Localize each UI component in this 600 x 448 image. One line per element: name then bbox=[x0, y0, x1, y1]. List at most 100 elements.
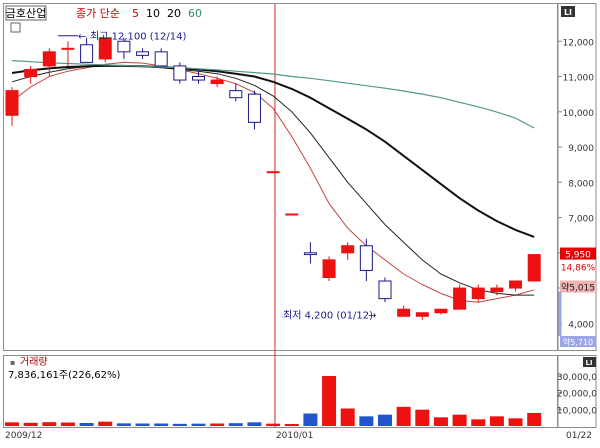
volume-bar bbox=[154, 423, 169, 426]
volume-bar bbox=[5, 422, 19, 426]
candle-body bbox=[5, 90, 19, 116]
volume-bar bbox=[116, 423, 131, 426]
volume-bar bbox=[508, 418, 523, 426]
candle-body bbox=[247, 93, 261, 123]
ma-period-labels: 5 10 20 60 bbox=[132, 7, 202, 20]
candle-body bbox=[98, 37, 112, 60]
candle-body bbox=[490, 287, 504, 293]
candle-body bbox=[136, 51, 150, 56]
candle-body bbox=[359, 245, 373, 271]
volume-panel bbox=[3, 355, 558, 428]
candle-body bbox=[192, 76, 205, 81]
moving-average-lines bbox=[11, 60, 535, 303]
volume-tick-label: 20,000,0 bbox=[557, 390, 597, 400]
ma60-line bbox=[11, 60, 535, 129]
volume-summary: 7,836,161주(226,62%) bbox=[8, 370, 120, 381]
volume-bar bbox=[322, 376, 337, 426]
high-arrow: ← bbox=[78, 32, 86, 43]
volume-bar bbox=[23, 422, 38, 426]
ma-value-label-blue: 약5,710 bbox=[563, 337, 593, 347]
candle-body bbox=[61, 47, 75, 50]
candlestick-series bbox=[5, 37, 541, 320]
current-price-label: 5,950 bbox=[565, 251, 591, 261]
volume-bar bbox=[489, 416, 504, 426]
candle-body bbox=[80, 44, 94, 63]
volume-bar bbox=[284, 424, 299, 426]
x-label-end: 01/22 bbox=[566, 431, 592, 441]
x-label-start: 2009/12 bbox=[5, 431, 42, 441]
volume-series bbox=[5, 376, 542, 426]
price-tick-label: 9,000 bbox=[568, 144, 594, 154]
price-tick-label: 8,000 bbox=[568, 179, 594, 189]
ma-period-label: 20 bbox=[167, 7, 181, 20]
candle-body bbox=[266, 171, 280, 174]
volume-bar bbox=[527, 412, 542, 426]
ma-value-label: 약5,015 bbox=[561, 282, 595, 294]
settings-checkbox[interactable] bbox=[10, 22, 21, 33]
ma-period-label: 60 bbox=[188, 7, 202, 20]
volume-bar bbox=[378, 414, 392, 426]
volume-bar bbox=[359, 416, 374, 426]
candle-body bbox=[434, 308, 448, 314]
volume-bar bbox=[471, 419, 486, 426]
candle-body bbox=[453, 287, 467, 310]
volume-bar bbox=[191, 423, 206, 426]
volume-bar bbox=[303, 413, 318, 426]
volume-bar bbox=[433, 417, 448, 426]
price-tick-label: 12,000 bbox=[563, 38, 595, 48]
candle-body bbox=[154, 51, 168, 67]
volume-bar bbox=[247, 422, 262, 426]
candle-body bbox=[229, 90, 243, 99]
volume-bar bbox=[396, 406, 411, 426]
candle-body bbox=[303, 252, 317, 256]
volume-badge-text: LI bbox=[585, 359, 592, 367]
low-annotation: 최저 4,200 (01/12) bbox=[283, 309, 373, 321]
volume-bar bbox=[415, 409, 430, 426]
volume-badge[interactable] bbox=[583, 357, 596, 367]
ma10-line bbox=[11, 65, 535, 296]
volume-tick-label: 30,000,0 bbox=[557, 373, 597, 383]
candle-body bbox=[471, 287, 485, 300]
ma5-line bbox=[11, 61, 535, 303]
volume-axis-ticks: 30,000,0 20,000,0 10,000,0 bbox=[557, 373, 597, 416]
volume-bar bbox=[340, 408, 355, 426]
volume-bar bbox=[228, 423, 243, 426]
candle-body bbox=[397, 308, 411, 317]
stock-name: 금호산업 bbox=[6, 7, 46, 20]
volume-bar bbox=[98, 421, 113, 426]
panel-badge[interactable] bbox=[561, 6, 575, 17]
volume-bar bbox=[210, 423, 225, 426]
candle-body bbox=[341, 245, 355, 254]
volume-bar bbox=[135, 423, 150, 426]
low-arrow: → bbox=[368, 310, 376, 321]
x-label-mid: 2010/01 bbox=[276, 431, 313, 441]
current-price-tag bbox=[560, 247, 596, 260]
stock-name-box[interactable] bbox=[5, 5, 47, 21]
price-tick-label: 11,000 bbox=[563, 74, 595, 84]
candle-body bbox=[527, 254, 541, 282]
volume-bar bbox=[79, 423, 94, 426]
volume-title: 거래량 bbox=[20, 356, 48, 368]
candle-body bbox=[117, 40, 131, 53]
candle-body bbox=[509, 280, 523, 289]
candle-body bbox=[322, 259, 336, 278]
change-pct-label: 14,86% bbox=[561, 264, 596, 274]
ma-period-label: 10 bbox=[146, 7, 160, 20]
x-axis-labels: 2009/12 2010/01 01/22 bbox=[5, 431, 592, 441]
candle-body bbox=[24, 68, 38, 78]
ma-value-tag-blue bbox=[560, 336, 596, 347]
candle-body bbox=[378, 280, 392, 300]
price-tags: 5,950 14,86% 약5,015 약5,710 bbox=[558, 247, 596, 347]
candle-body bbox=[173, 65, 187, 81]
ma20-line bbox=[11, 64, 535, 238]
price-tick-label: 4,000 bbox=[568, 320, 594, 330]
candle-body bbox=[285, 213, 299, 216]
indicator-label: 종가 단순 bbox=[76, 7, 120, 20]
volume-bar bbox=[452, 414, 467, 426]
volume-bar bbox=[172, 423, 187, 426]
price-axis-area bbox=[557, 3, 597, 351]
price-tick-label: 7,000 bbox=[568, 215, 594, 225]
high-annotation: 최고 12,100 (12/14) bbox=[90, 31, 186, 43]
volume-axis-area bbox=[557, 355, 597, 428]
